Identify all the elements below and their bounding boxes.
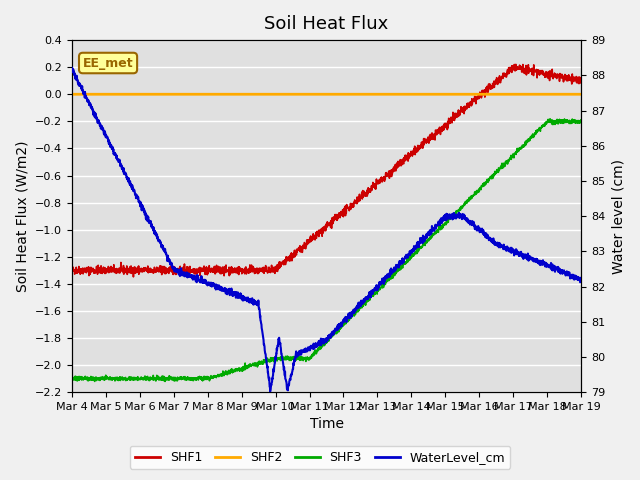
Text: EE_met: EE_met	[83, 57, 133, 70]
X-axis label: Time: Time	[310, 418, 344, 432]
Legend: SHF1, SHF2, SHF3, WaterLevel_cm: SHF1, SHF2, SHF3, WaterLevel_cm	[130, 446, 510, 469]
Y-axis label: Soil Heat Flux (W/m2): Soil Heat Flux (W/m2)	[15, 140, 29, 292]
Y-axis label: Water level (cm): Water level (cm)	[611, 158, 625, 274]
Title: Soil Heat Flux: Soil Heat Flux	[264, 15, 388, 33]
